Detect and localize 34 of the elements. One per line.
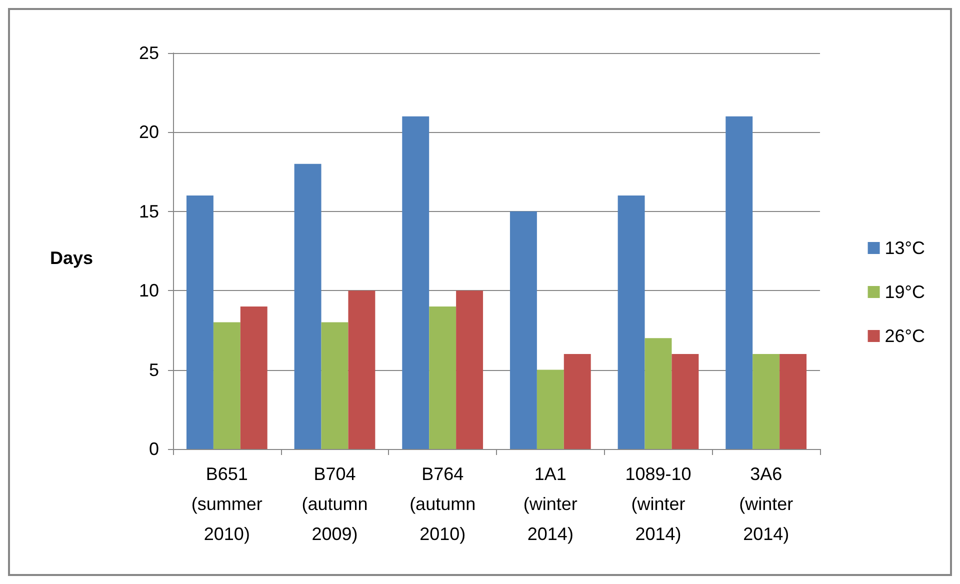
y-tick-label: 25 [138,43,159,63]
bar [752,354,780,449]
bar [348,290,376,449]
x-tick-label: 3A6 (winter 2014) [739,464,794,544]
legend-label: 13°C [884,238,925,258]
bar [510,211,537,449]
bar [644,338,672,449]
x-tick-label: B764 (autumn 2010) [410,464,476,544]
y-tick-label: 20 [138,122,159,142]
bar [536,370,564,449]
bar [240,306,268,449]
bar [429,306,456,449]
y-tick-label: 10 [138,280,159,301]
y-tick-label: 0 [148,439,159,459]
bar [672,354,699,449]
bar [294,164,322,449]
x-tick-label: 1089-10 (winter 2014) [625,464,692,544]
x-tick-label: 1A1 (winter 2014) [523,464,578,544]
bar [618,196,645,449]
bar [213,322,240,449]
bar [780,354,807,449]
bar [321,322,348,449]
y-tick-label: 15 [138,201,159,222]
legend-label: 19°C [884,282,925,302]
bar [726,116,753,449]
y-axis-title: Days [50,248,94,269]
y-tick-label: 5 [148,360,159,380]
bar [402,116,430,449]
legend-label: 26°C [884,326,925,346]
bar [456,290,484,449]
bar [186,196,214,449]
bar [564,354,591,449]
x-tick-label: B651 (summer 2010) [191,464,262,544]
x-tick-label: B704 (autumn 2009) [302,464,368,544]
